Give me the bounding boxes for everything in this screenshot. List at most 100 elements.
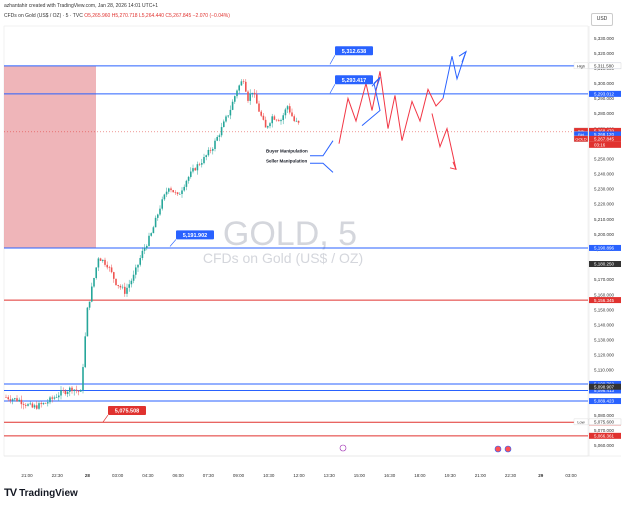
- candle-body: [86, 307, 89, 337]
- time-tick-1: 22:30: [52, 473, 64, 478]
- tradingview-logo-icon: TV: [4, 487, 17, 499]
- price-tick-10: 5,230.000: [594, 187, 615, 192]
- candle-body: [11, 399, 14, 401]
- candle-body: [9, 399, 12, 401]
- candle-body: [185, 180, 188, 187]
- candle-body: [88, 301, 91, 308]
- time-tick-8: 10:30: [263, 473, 275, 478]
- event-marker-icon[interactable]: [339, 444, 347, 452]
- callout-pointer-0: [329, 55, 336, 65]
- candle-body: [66, 391, 69, 394]
- price-tick-22: 5,110.000: [594, 368, 614, 373]
- candle-body: [148, 235, 150, 246]
- candle-body: [161, 199, 163, 209]
- currency-button[interactable]: USD: [591, 13, 613, 26]
- candle-body: [20, 399, 23, 405]
- candle-body: [73, 389, 75, 392]
- candle-body: [128, 284, 130, 288]
- price-tick-5: 5,280.000: [594, 111, 615, 116]
- candle-body: [75, 389, 78, 391]
- time-tick-10: 13:30: [324, 473, 336, 478]
- price-tick-27: 5,060.000: [594, 443, 615, 448]
- watermark-subtitle: CFDs on Gold (US$ / OZ): [203, 250, 363, 266]
- projection-path-blue: [442, 51, 467, 99]
- level-tag-5: [589, 387, 621, 394]
- candle-body: [18, 399, 20, 402]
- candle-body: [203, 157, 205, 164]
- axis-tag-6: [588, 418, 622, 426]
- candle-body: [47, 402, 49, 404]
- candle-body: [273, 116, 276, 120]
- candle-body: [44, 403, 47, 404]
- us-flag-icon[interactable]: [504, 445, 512, 453]
- candle-body: [291, 112, 293, 117]
- level-tag-2: [589, 244, 621, 251]
- up-arrow-head-icon: [458, 50, 468, 63]
- candle-body: [5, 397, 7, 398]
- candle-body: [58, 395, 60, 398]
- candle-body: [181, 190, 183, 195]
- price-tick-12: 5,210.000: [594, 217, 615, 222]
- candle-body: [60, 390, 62, 396]
- candle-body: [115, 278, 117, 286]
- time-tick-17: 29: [538, 473, 544, 478]
- axis-tag-label-2: 5,268.120: [594, 132, 615, 137]
- candle-body: [234, 96, 236, 102]
- callout-pointer-3: [102, 414, 109, 423]
- arrow-head-icon: [371, 76, 381, 90]
- candle-body: [225, 116, 227, 122]
- candle-body: [104, 259, 106, 265]
- symbol-name: CFDs on Gold (US$ / OZ) · 5 · TVC: [4, 13, 83, 19]
- time-tick-13: 18:00: [414, 473, 426, 478]
- candle-body: [183, 186, 185, 191]
- candle-body: [29, 403, 31, 405]
- candle-body: [242, 81, 245, 82]
- price-tick-25: 5,080.000: [594, 413, 615, 418]
- candle-body: [297, 120, 300, 123]
- candle-body: [77, 390, 80, 392]
- candle-body: [106, 264, 108, 268]
- time-tick-15: 21:00: [475, 473, 487, 478]
- candle-body: [22, 404, 25, 405]
- candle-body: [223, 121, 225, 128]
- time-tick-11: 15:00: [354, 473, 366, 478]
- candle-body: [170, 188, 172, 191]
- us-flag-icon[interactable]: [494, 445, 502, 453]
- time-tick-6: 07:30: [203, 473, 215, 478]
- axis-tag-name-box-3: [573, 135, 589, 142]
- candle-body: [293, 116, 295, 122]
- axis-tag-name-0: High: [577, 64, 585, 69]
- candle-body: [51, 397, 53, 399]
- axis-tag-label-5: 5,098.907: [594, 384, 615, 389]
- candle-body: [27, 404, 29, 406]
- candle-body: [97, 258, 100, 268]
- candle-body: [267, 126, 269, 128]
- callout-box-2: [176, 230, 214, 240]
- supply-zone-box: [4, 65, 96, 248]
- axis-tag-name-1: Ask: [578, 129, 585, 134]
- candle-body: [154, 217, 157, 228]
- candle-body: [286, 106, 289, 110]
- level-tag-label-1: 5,293.012: [594, 92, 615, 97]
- time-tick-3: 03:00: [112, 473, 124, 478]
- candle-body: [49, 397, 51, 403]
- axis-tag-name-6: Low: [577, 420, 584, 425]
- price-tick-0: 5,330.000: [594, 36, 615, 41]
- candle-body: [33, 405, 36, 408]
- candle-body: [282, 115, 284, 121]
- candle-body: [157, 214, 159, 218]
- axis-tag-name-2: Bid: [578, 132, 584, 137]
- candle-body: [163, 194, 166, 200]
- candle-body: [16, 398, 18, 402]
- candle-body: [91, 286, 93, 302]
- time-tick-2: 28: [85, 473, 91, 478]
- callout-box-0: [335, 46, 373, 56]
- candle-body: [102, 259, 104, 261]
- axis-tag-0: [588, 62, 622, 70]
- level-tag-label-5: 5,096.413: [594, 388, 615, 393]
- candle-body: [31, 403, 34, 408]
- candle-body: [214, 140, 216, 149]
- candle-body: [165, 191, 168, 195]
- price-tick-26: 5,070.000: [594, 428, 615, 433]
